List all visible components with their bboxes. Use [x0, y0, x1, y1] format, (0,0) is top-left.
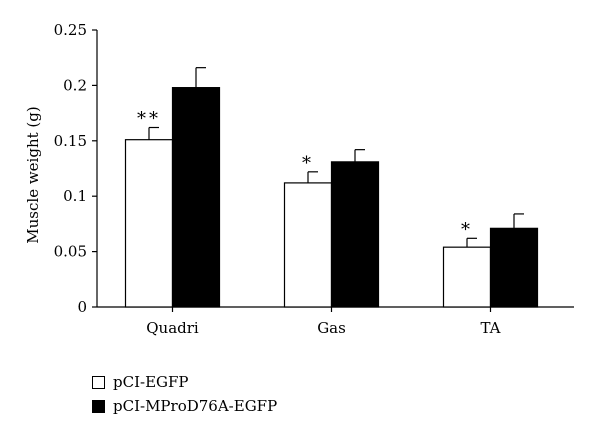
x-tick-label: TA: [480, 319, 500, 337]
significance-label: *: [302, 153, 314, 174]
y-tick-label: 0.15: [54, 132, 87, 150]
bar: [283, 182, 333, 308]
bar: [442, 246, 492, 308]
y-tick-label: 0.1: [63, 187, 87, 205]
y-tick-label: 0.25: [54, 21, 87, 39]
y-axis-label: Muscle weight (g): [24, 106, 42, 243]
legend-swatch-black: [92, 399, 105, 413]
significance-label: **: [137, 109, 161, 130]
significance-label: *: [461, 219, 473, 240]
bars: ****: [124, 67, 539, 308]
legend: pCI-EGFP pCI-MProD76A-EGFP: [92, 370, 277, 418]
legend-label: pCI-EGFP: [113, 373, 189, 391]
bar: [171, 87, 221, 308]
bar: [330, 161, 380, 308]
y-axis: 0 0.05 0.1 0.15 0.2 0.25: [54, 21, 98, 316]
legend-item: pCI-EGFP: [92, 370, 277, 394]
y-tick-label: 0.2: [63, 76, 87, 94]
bar: [489, 227, 539, 308]
legend-item: pCI-MProD76A-EGFP: [92, 394, 277, 418]
legend-swatch-white: [92, 375, 105, 389]
x-axis: Quadri Gas TA: [97, 306, 574, 337]
x-tick-label: Gas: [317, 319, 346, 337]
bar: [124, 139, 174, 308]
y-tick-label: 0: [77, 298, 87, 316]
x-tick-label: Quadri: [146, 319, 199, 337]
y-tick-label: 0.05: [54, 243, 87, 261]
legend-label: pCI-MProD76A-EGFP: [113, 397, 278, 415]
